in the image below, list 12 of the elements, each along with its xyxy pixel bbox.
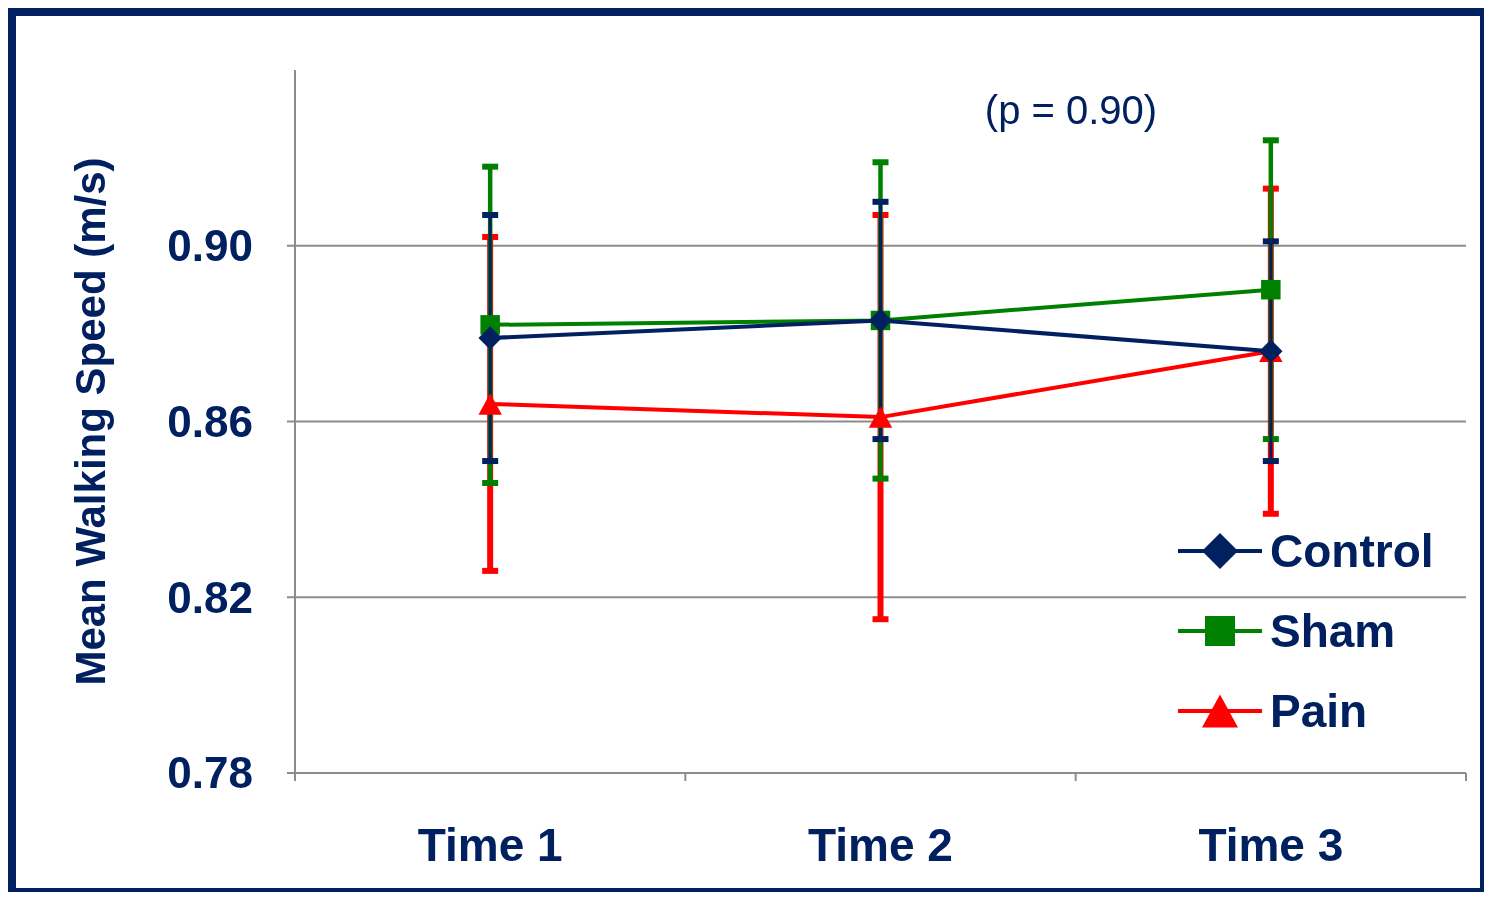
y-axis-title: Mean Walking Speed (m/s) bbox=[66, 157, 114, 686]
legend-label: Control bbox=[1270, 525, 1434, 578]
y-tick-label: 0.90 bbox=[167, 221, 253, 271]
x-tick-label: Time 2 bbox=[808, 819, 953, 872]
x-tick-label: Time 1 bbox=[417, 819, 563, 872]
legend-label: Sham bbox=[1270, 605, 1396, 658]
x-tick-label: Time 3 bbox=[1198, 819, 1344, 872]
y-tick-label: 0.82 bbox=[167, 572, 253, 622]
annotation: (p = 0.90) bbox=[984, 88, 1158, 132]
y-tick-label: 0.86 bbox=[167, 396, 253, 446]
legend-label: Pain bbox=[1270, 685, 1368, 738]
y-tick-label: 0.78 bbox=[167, 748, 253, 798]
